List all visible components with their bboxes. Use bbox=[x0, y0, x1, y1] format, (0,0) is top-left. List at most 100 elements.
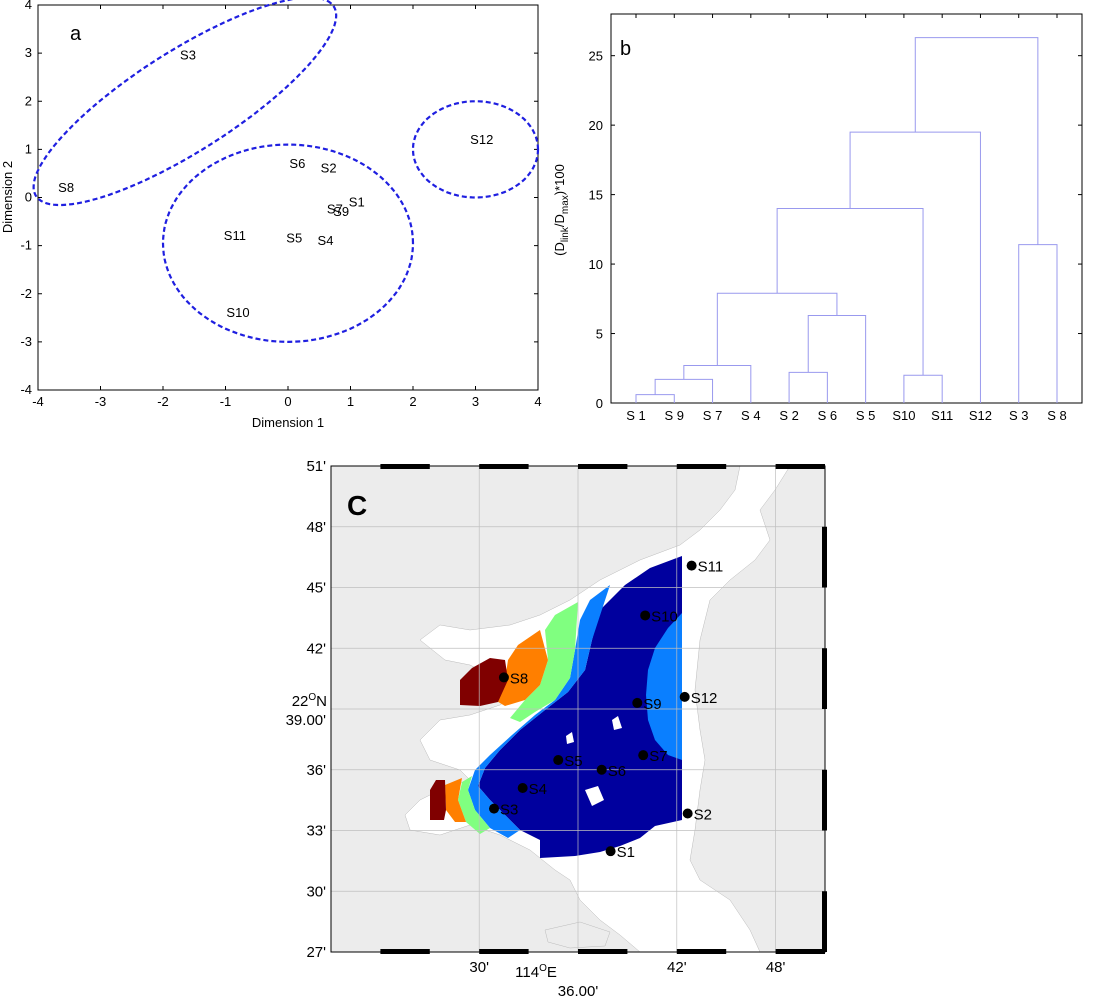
lat-center-label: 22ON bbox=[292, 692, 327, 710]
station-label: S8 bbox=[510, 670, 528, 687]
station-marker bbox=[638, 750, 649, 761]
cluster-ellipse bbox=[161, 143, 415, 344]
dendrogram-link bbox=[654, 378, 714, 403]
x-tick-label: 1 bbox=[347, 394, 354, 409]
zone-green-north bbox=[510, 602, 578, 722]
y-tick-label: 4 bbox=[25, 0, 32, 12]
point-label: S10 bbox=[226, 305, 249, 320]
panel-c-letter: C bbox=[347, 490, 367, 521]
map-grid bbox=[331, 466, 825, 952]
station-marker bbox=[596, 764, 607, 775]
dendrogram-link bbox=[776, 208, 924, 376]
y-tick-label: 1 bbox=[25, 141, 32, 156]
station-label: S2 bbox=[694, 806, 712, 823]
ylabel-b-pre: (D bbox=[552, 242, 567, 256]
station-marker bbox=[682, 808, 693, 819]
leaf-label: S 6 bbox=[818, 408, 838, 423]
lon-sup: O bbox=[539, 963, 547, 974]
lon-tick-label: 30' bbox=[469, 959, 489, 976]
x-tick-label: -2 bbox=[157, 394, 169, 409]
panel-b-leaf-labels: S 1 S 9 S 7 S 4 S 2 S 6 S 5 S10 S11 S12 S 3 S 8 bbox=[626, 14, 1067, 423]
zone-lightblue-west bbox=[468, 585, 610, 838]
point-label: S12 bbox=[470, 132, 493, 147]
leaf-label: S 8 bbox=[1047, 408, 1067, 423]
panel-b-y-label: (Dlink/Dmax)*100 bbox=[552, 164, 571, 256]
y-tick-label: 0 bbox=[25, 190, 32, 205]
lat-tick-label: 30' bbox=[306, 883, 326, 900]
panel-b-links bbox=[635, 37, 1058, 403]
island-white-2 bbox=[612, 716, 622, 730]
panel-a-y-label: Dimension 2 bbox=[0, 161, 15, 233]
map-content: S11 S10 S8 S9 S12 S7 S5 S6 S4 S3 S2 S1 bbox=[331, 466, 825, 952]
y-tick-label: 0 bbox=[596, 396, 603, 411]
y-tick-label: -4 bbox=[20, 382, 32, 397]
y-tick-label: 2 bbox=[25, 93, 32, 108]
border-segment-top bbox=[775, 464, 825, 469]
border-segment-right bbox=[822, 891, 827, 952]
lat-deg: 22 bbox=[292, 693, 309, 710]
station-label: S3 bbox=[500, 802, 518, 819]
y-tick-label: 25 bbox=[589, 49, 603, 64]
dendrogram-link bbox=[849, 131, 981, 403]
lat-tick-label: 36' bbox=[306, 762, 326, 779]
map-stations: S11 S10 S8 S9 S12 S7 S5 S6 S4 S3 S2 S1 bbox=[489, 559, 724, 861]
leaf-label: S10 bbox=[892, 408, 915, 423]
y-tick-label: 15 bbox=[589, 188, 603, 203]
y-tick-label: 20 bbox=[589, 118, 603, 133]
zone-navy bbox=[478, 556, 682, 858]
lat-tick-label: 39.00' bbox=[286, 712, 327, 729]
leaf-label: S12 bbox=[969, 408, 992, 423]
lat-tick-label: 42' bbox=[306, 640, 326, 657]
point-label: S8 bbox=[58, 180, 74, 195]
point-label: S7 bbox=[327, 202, 343, 217]
y-tick-label: 10 bbox=[589, 257, 603, 272]
island-white-1 bbox=[585, 786, 604, 806]
station-marker bbox=[679, 691, 690, 702]
x-tick-label: 0 bbox=[284, 394, 291, 409]
lat-tick-label: 48' bbox=[306, 519, 326, 536]
zone-darkred-south bbox=[430, 780, 446, 820]
dendrogram-link bbox=[635, 394, 675, 403]
ylabel-b-mid: /D bbox=[552, 214, 567, 227]
lat-tick-label: 51' bbox=[306, 458, 326, 475]
cluster-ellipse bbox=[411, 100, 540, 199]
y-tick-label: -1 bbox=[20, 238, 32, 253]
station-label: S10 bbox=[651, 608, 678, 625]
lon-tick-label: 42' bbox=[667, 959, 687, 976]
dendrogram-link bbox=[1018, 244, 1058, 403]
point-label: S9 bbox=[333, 204, 349, 219]
border-segment-bottom bbox=[578, 949, 628, 954]
map-tick-labels: 51' 48' 45' 42' 39.00' 36' 33' 30' 27' 30' 36.00' 4… bbox=[286, 458, 786, 1000]
station-marker bbox=[686, 560, 697, 571]
point-label: S6 bbox=[289, 156, 305, 171]
leaf-label: S11 bbox=[931, 408, 953, 423]
panel-a-y-ticks: -4 -3 -2 -1 0 1 2 3 4 bbox=[20, 0, 538, 397]
lon-tick-label: 48' bbox=[766, 959, 786, 976]
border-segment-top bbox=[676, 464, 727, 469]
leaf-label: S 4 bbox=[741, 408, 761, 423]
station-marker bbox=[605, 846, 616, 857]
station-marker bbox=[632, 697, 643, 708]
y-tick-label: 5 bbox=[596, 327, 603, 342]
station-label: S6 bbox=[608, 763, 626, 780]
leaf-label: S 1 bbox=[626, 408, 646, 423]
lat-hem: N bbox=[316, 693, 327, 710]
border-segment-right bbox=[822, 526, 827, 588]
lat-tick-label: 27' bbox=[306, 944, 326, 961]
border-segment-bottom bbox=[479, 949, 529, 954]
lat-tick-label: 33' bbox=[306, 823, 326, 840]
point-label: S5 bbox=[286, 230, 302, 245]
x-tick-label: 3 bbox=[472, 394, 479, 409]
y-tick-label: -3 bbox=[20, 334, 32, 349]
border-segment-right bbox=[822, 648, 827, 709]
station-label: S11 bbox=[698, 559, 724, 576]
dendrogram-link bbox=[914, 37, 1039, 245]
x-tick-label: -3 bbox=[95, 394, 107, 409]
dendrogram-link bbox=[807, 314, 867, 403]
dendrogram-link bbox=[716, 292, 838, 366]
station-label: S7 bbox=[649, 748, 667, 765]
lon-deg: 114 bbox=[515, 964, 539, 981]
point-label: S4 bbox=[318, 233, 334, 248]
cluster-ellipse bbox=[32, 0, 338, 207]
